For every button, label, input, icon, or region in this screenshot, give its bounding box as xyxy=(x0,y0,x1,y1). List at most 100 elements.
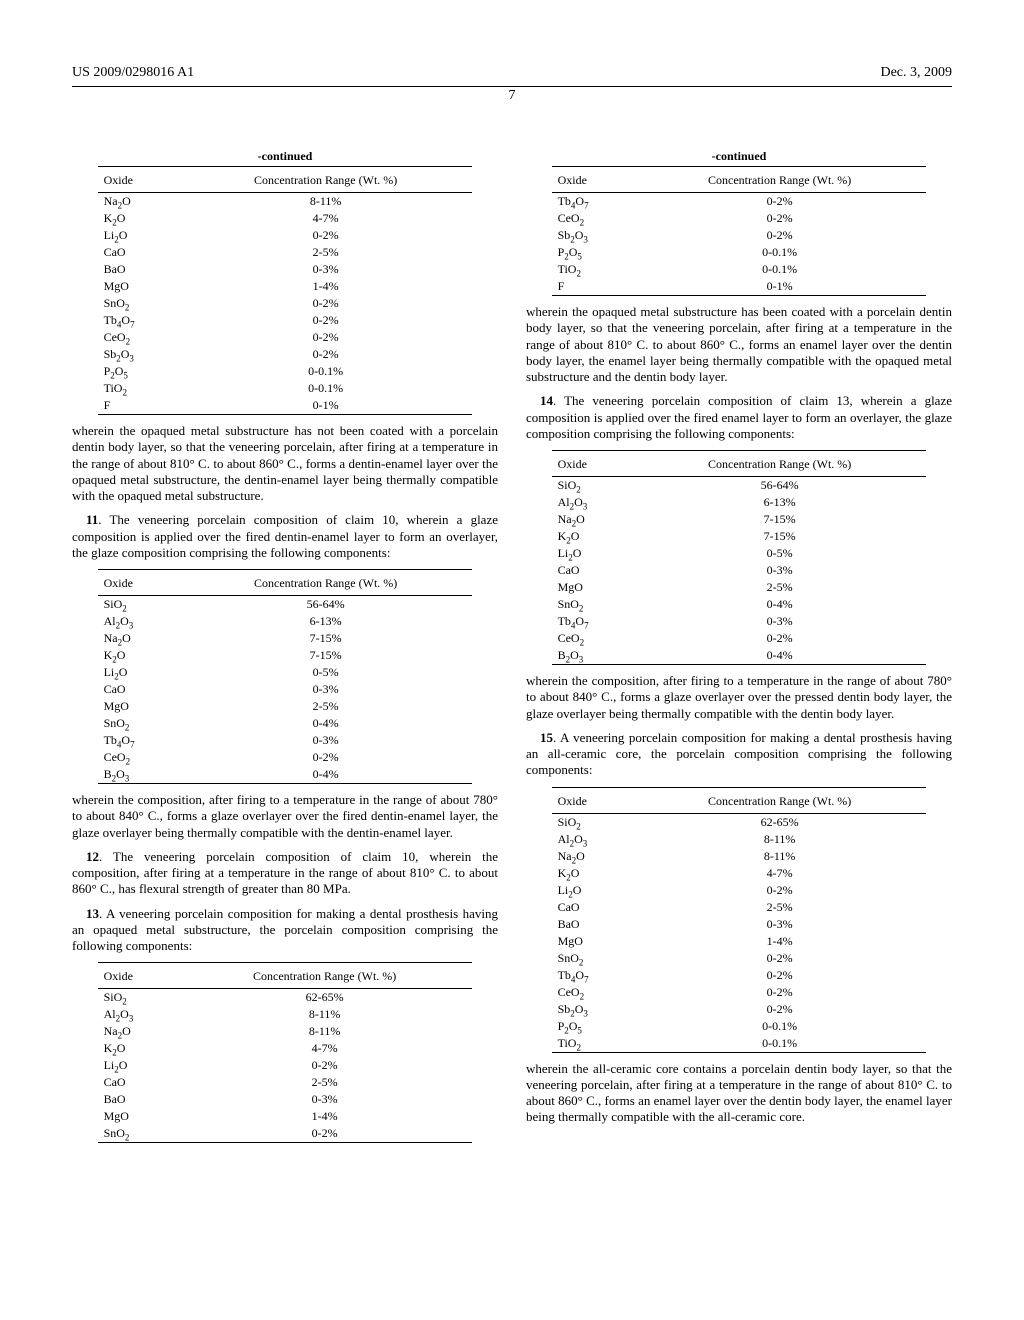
table-row: BaO0-3% xyxy=(552,916,927,933)
oxide-cell: F xyxy=(552,278,633,296)
oxide-cell: SnO2 xyxy=(98,715,179,732)
oxide-cell: Al2O3 xyxy=(98,1006,177,1023)
table-row: Li2O0-2% xyxy=(552,882,927,899)
col-header-oxide: Oxide xyxy=(98,965,177,989)
range-cell: 0-2% xyxy=(179,329,473,346)
col-header-range: Concentration Range (Wt. %) xyxy=(633,169,927,193)
claim-number-12: 12 xyxy=(86,849,99,864)
range-cell: 0-2% xyxy=(633,630,927,647)
oxide-cell: Tb4O7 xyxy=(552,193,633,211)
range-cell: 0-5% xyxy=(179,664,473,681)
oxide-cell: Na2O xyxy=(552,848,633,865)
oxide-cell: Li2O xyxy=(552,545,633,562)
range-cell: 1-4% xyxy=(179,278,473,295)
oxide-cell: F xyxy=(98,397,179,415)
range-cell: 0-2% xyxy=(633,967,927,984)
col-header-range: Concentration Range (Wt. %) xyxy=(177,965,473,989)
oxide-cell: K2O xyxy=(98,647,179,664)
table-row: Tb4O70-3% xyxy=(552,613,927,630)
table-row: SiO262-65% xyxy=(98,989,473,1007)
oxide-cell: BaO xyxy=(98,1091,177,1108)
table-row: TiO20-0.1% xyxy=(552,1035,927,1053)
claim13-text: . A veneering porcelain composition for … xyxy=(72,906,498,954)
table-row: Na2O7-15% xyxy=(98,630,473,647)
table-6: OxideConcentration Range (Wt. %)SiO262-6… xyxy=(526,787,952,1053)
range-cell: 0-3% xyxy=(633,916,927,933)
oxide-cell: Na2O xyxy=(98,193,179,211)
claim14-text: . The veneering porcelain composition of… xyxy=(526,393,952,441)
oxide-cell: SiO2 xyxy=(98,596,179,614)
oxide-cell: B2O3 xyxy=(552,647,633,665)
range-cell: 0-4% xyxy=(633,596,927,613)
table-row: BaO0-3% xyxy=(98,1091,473,1108)
range-cell: 6-13% xyxy=(633,494,927,511)
table-row: CeO20-2% xyxy=(98,329,473,346)
oxide-cell: MgO xyxy=(98,278,179,295)
range-cell: 0-2% xyxy=(633,227,927,244)
oxide-cell: Na2O xyxy=(98,1023,177,1040)
range-cell: 0-4% xyxy=(179,715,473,732)
range-cell: 0-2% xyxy=(179,312,473,329)
oxide-cell: Tb4O7 xyxy=(552,967,633,984)
para-claim11-tail: wherein the composition, after firing to… xyxy=(72,792,498,841)
table-row: Li2O0-5% xyxy=(552,545,927,562)
table-row: Li2O0-5% xyxy=(98,664,473,681)
oxide-cell: CaO xyxy=(552,562,633,579)
range-cell: 2-5% xyxy=(633,899,927,916)
oxide-cell: Tb4O7 xyxy=(98,312,179,329)
table-row: BaO0-3% xyxy=(98,261,473,278)
oxide-cell: BaO xyxy=(552,916,633,933)
table-1: -continuedOxideConcentration Range (Wt. … xyxy=(72,148,498,415)
claim15-text: . A veneering porcelain composition for … xyxy=(526,730,952,778)
oxide-cell: SnO2 xyxy=(98,1125,177,1143)
table-row: CeO20-2% xyxy=(552,630,927,647)
table-row: SnO20-2% xyxy=(552,950,927,967)
range-cell: 8-11% xyxy=(633,831,927,848)
oxide-cell: SnO2 xyxy=(552,596,633,613)
range-cell: 0-0.1% xyxy=(633,1018,927,1035)
table-row: F0-1% xyxy=(98,397,473,415)
oxide-cell: K2O xyxy=(98,210,179,227)
range-cell: 0-0.1% xyxy=(179,380,473,397)
oxide-cell: MgO xyxy=(552,933,633,950)
table-row: SnO20-2% xyxy=(98,1125,473,1143)
range-cell: 0-2% xyxy=(633,1001,927,1018)
patent-date: Dec. 3, 2009 xyxy=(880,64,952,82)
range-cell: 0-2% xyxy=(179,749,473,766)
oxide-cell: K2O xyxy=(98,1040,177,1057)
table-row: SnO20-4% xyxy=(552,596,927,613)
range-cell: 0-2% xyxy=(633,950,927,967)
range-cell: 0-4% xyxy=(633,647,927,665)
oxide-cell: Al2O3 xyxy=(98,613,179,630)
oxide-cell: CeO2 xyxy=(98,329,179,346)
range-cell: 0-3% xyxy=(633,613,927,630)
range-cell: 8-11% xyxy=(177,1006,473,1023)
range-cell: 0-2% xyxy=(633,210,927,227)
oxide-cell: CaO xyxy=(98,681,179,698)
right-column: -continuedOxideConcentration Range (Wt. … xyxy=(526,140,952,1151)
oxide-cell: CaO xyxy=(552,899,633,916)
table-row: CaO2-5% xyxy=(98,244,473,261)
left-column: -continuedOxideConcentration Range (Wt. … xyxy=(72,140,498,1151)
oxide-cell: MgO xyxy=(552,579,633,596)
para-claim13-tail: wherein the opaqued metal substructure h… xyxy=(526,304,952,385)
table-row: MgO2-5% xyxy=(552,579,927,596)
range-cell: 1-4% xyxy=(633,933,927,950)
composition-table: OxideConcentration Range (Wt. %)SiO262-6… xyxy=(98,962,473,1143)
composition-table: -continuedOxideConcentration Range (Wt. … xyxy=(552,148,927,296)
oxide-cell: P2O5 xyxy=(552,244,633,261)
table-row: CaO2-5% xyxy=(98,1074,473,1091)
oxide-cell: Na2O xyxy=(98,630,179,647)
oxide-cell: Li2O xyxy=(98,1057,177,1074)
range-cell: 0-3% xyxy=(633,562,927,579)
table-row: CeO20-2% xyxy=(98,749,473,766)
composition-table: OxideConcentration Range (Wt. %)SiO262-6… xyxy=(552,787,927,1053)
range-cell: 8-11% xyxy=(177,1023,473,1040)
col-header-range: Concentration Range (Wt. %) xyxy=(179,572,473,596)
col-header-range: Concentration Range (Wt. %) xyxy=(633,453,927,477)
two-column-layout: -continuedOxideConcentration Range (Wt. … xyxy=(72,140,952,1151)
oxide-cell: MgO xyxy=(98,698,179,715)
oxide-cell: Sb2O3 xyxy=(552,1001,633,1018)
table-row: TiO20-0.1% xyxy=(98,380,473,397)
oxide-cell: TiO2 xyxy=(552,1035,633,1053)
